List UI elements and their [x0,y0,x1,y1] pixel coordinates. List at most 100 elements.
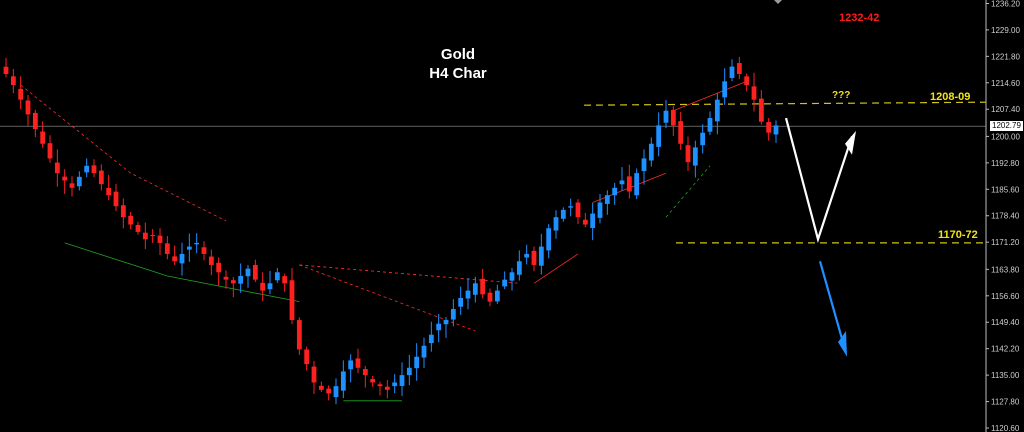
forecast-path-up [784,117,854,244]
y-tick-label: 1207.40 [991,105,1020,114]
resistance-trend-6 [673,80,747,112]
bull-candle [692,147,698,166]
resistance-level-line [583,101,987,106]
bull-candle [399,375,405,386]
bear-candle [575,202,581,218]
bull-candle [458,297,464,307]
bear-candle [208,256,214,265]
bull-candle [707,118,713,132]
bull-candle [700,132,706,146]
bull-candle [553,217,559,231]
bear-candle [311,366,317,383]
bear-candle [113,191,119,207]
bear-candle [3,66,9,74]
bear-candle [670,109,676,126]
bull-candle [84,165,90,173]
bull-candle [560,209,566,219]
bear-candle [685,145,691,163]
y-tick-label: 1236.20 [991,0,1020,8]
bull-candle [274,272,280,281]
bear-candle [47,143,53,159]
bear-candle [384,386,390,390]
bull-candle [494,290,500,302]
up-arrowhead [845,130,856,155]
y-tick-label: 1135.00 [991,371,1020,380]
bear-candle [164,243,170,254]
bull-candle [524,253,530,258]
support-trend-3 [665,165,711,218]
bull-candle [245,268,251,277]
bear-candle [157,235,163,243]
bull-candle [590,213,596,228]
y-tick-label: 1178.40 [991,212,1020,221]
bull-candle [238,275,244,284]
bull-candle [722,81,728,98]
down-arrowhead [838,331,847,357]
bear-candle [32,112,38,130]
bear-candle [216,262,222,273]
y-tick-label: 1214.60 [991,79,1020,88]
bull-candle [729,66,735,78]
bear-candle [223,276,229,280]
bear-candle [304,349,310,365]
bull-candle [604,195,610,204]
bear-candle [296,320,302,350]
bear-candle [25,100,31,115]
bear-candle [128,215,134,225]
bull-candle [179,253,185,264]
y-tick-label: 1149.40 [991,318,1020,327]
bear-candle [751,86,757,100]
bull-candle [516,261,522,275]
bull-candle [663,110,669,123]
bear-candle [377,384,383,387]
bear-candle [91,165,97,174]
y-tick-label: 1163.80 [991,265,1020,274]
bear-candle [120,205,126,218]
bull-candle [436,323,442,331]
bear-candle [531,250,537,265]
y-tick-label: 1171.20 [991,238,1020,247]
bear-candle [289,280,295,321]
bear-candle [201,247,207,254]
bull-candle [648,143,654,161]
title-line-1: Gold [440,46,476,63]
bear-candle [18,88,24,100]
y-tick-label: 1120.60 [991,424,1020,432]
bull-candle [619,180,625,185]
bull-candle [333,386,339,398]
bull-candle [428,334,434,344]
bull-candle [392,382,398,387]
bull-candle [76,176,82,187]
bear-candle [54,162,60,174]
bull-candle [546,228,552,251]
bear-candle [40,131,46,144]
bull-candle [406,367,412,376]
resistance-label: 1208-09 [930,91,971,103]
bear-candle [172,256,178,262]
bull-candle [186,246,192,250]
bear-candle [135,225,141,232]
bull-candle [502,279,508,287]
chart-title: Gold H4 Char [388,46,528,82]
bear-candle [480,278,486,295]
resistance-trend-2 [299,264,520,284]
bull-candle [472,283,478,295]
top-target-label: 1232-42 [839,12,880,24]
bear-candle [626,176,632,192]
current-price-tag: 1202.79 [990,121,1023,131]
bull-candle [340,371,346,391]
resistance-trend-4 [533,253,579,284]
y-tick-label: 1192.80 [991,159,1020,168]
bear-candle [230,280,236,284]
bear-candle [355,358,361,368]
level-lines [583,101,987,244]
bull-candle [641,158,647,172]
y-tick-label: 1185.60 [991,185,1020,194]
y-tick-label: 1127.80 [991,398,1020,407]
bull-candle [194,242,200,245]
bear-candle [98,170,104,185]
y-tick-label: 1200.00 [991,132,1020,141]
bull-candle [414,356,420,369]
bear-candle [678,121,684,144]
